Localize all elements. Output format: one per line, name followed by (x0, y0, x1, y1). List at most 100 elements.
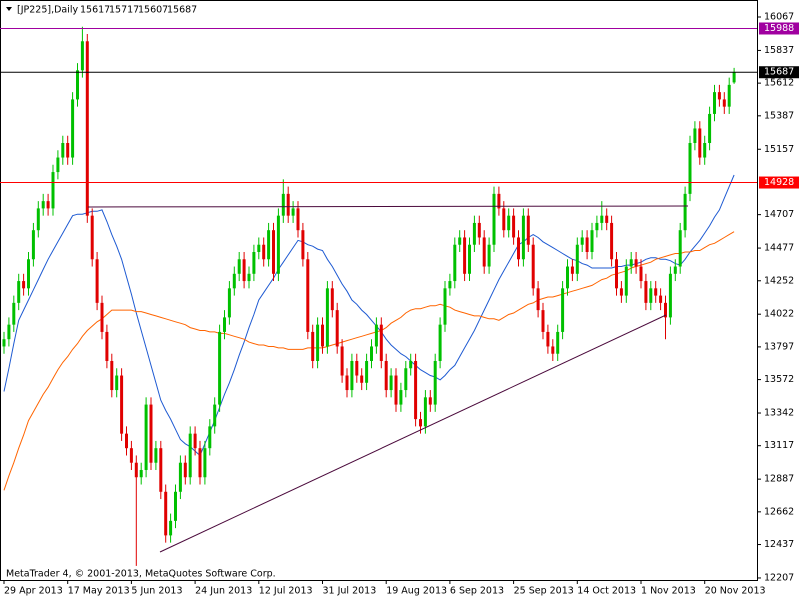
candle-body (276, 215, 280, 274)
moving-average (3, 231, 735, 491)
candle-body (717, 92, 721, 100)
candle-body (443, 288, 447, 325)
candle-body (272, 230, 275, 274)
plot-area (2, 26, 736, 566)
candle-body (227, 288, 231, 318)
candle-body (115, 375, 119, 391)
candle-body (688, 143, 692, 194)
candle-body (526, 215, 530, 245)
candle-body (154, 448, 158, 463)
candle-body (311, 331, 315, 361)
x-tick-label: 24 Jun 2013 (195, 586, 252, 597)
header-open: 15617 (80, 5, 110, 16)
candle-body (208, 426, 212, 449)
candle-body (673, 266, 677, 274)
symbol-label: [JP225],Daily (17, 5, 79, 16)
candle-body (281, 193, 285, 216)
candle-body (698, 128, 702, 158)
candle-body (639, 266, 643, 282)
candle-body (521, 215, 525, 260)
candle-body (615, 259, 618, 289)
candle-body (218, 331, 222, 405)
candle-body (325, 288, 329, 347)
candle-body (438, 324, 442, 361)
candle-body (105, 331, 109, 361)
candle-body (85, 41, 89, 216)
y-tick-label: 13797 (764, 341, 794, 352)
x-tick-label: 29 Apr 2013 (4, 586, 63, 597)
candle-body (125, 433, 128, 449)
candle-body (134, 462, 138, 478)
candle-body (12, 302, 16, 325)
candle-body (409, 360, 413, 369)
y-tick-label: 12437 (764, 539, 794, 550)
candle-body (703, 143, 707, 158)
y-tick-label: 13117 (764, 440, 794, 451)
candle-body (257, 244, 261, 252)
y-tick-label: 14477 (764, 243, 794, 254)
candle-body (31, 230, 35, 260)
candle-body (345, 375, 349, 391)
x-tick-label: 17 May 2013 (68, 586, 130, 597)
candle-body (129, 448, 133, 463)
candle-body (198, 448, 202, 478)
menu-arrow[interactable] (6, 7, 12, 11)
candle-body (668, 273, 672, 318)
candle-body (414, 360, 418, 420)
candle-body (51, 172, 55, 209)
candle-body (507, 215, 511, 231)
candle-body (683, 193, 687, 231)
y-tick-label: 14707 (764, 209, 794, 220)
x-tick-label: 14 Oct 2013 (577, 586, 636, 597)
candle-body (463, 237, 467, 274)
candle-body (139, 469, 143, 478)
header-high: 15717 (109, 5, 139, 16)
candle-body (335, 310, 339, 347)
candle-body (306, 259, 310, 332)
candle-body (624, 266, 628, 296)
candle-body (468, 244, 471, 274)
y-tick-label: 13342 (764, 408, 794, 419)
x-tick-label: 20 Nov 2013 (705, 586, 766, 597)
candle-body (183, 462, 187, 478)
candle-body (384, 360, 388, 391)
y-tick-label: 16067 (764, 12, 794, 23)
y-tick-label: 12662 (764, 506, 794, 517)
level-label: 15988 (764, 23, 794, 34)
candle-body (66, 143, 70, 158)
candle-body (350, 360, 354, 391)
candle-body (472, 222, 476, 245)
candle-body (487, 244, 491, 267)
candle-body (301, 230, 305, 260)
candle-body (365, 360, 369, 383)
candle-body (71, 99, 75, 158)
candle-body (600, 215, 604, 223)
candle-body (169, 520, 173, 536)
candle-body (100, 302, 104, 332)
candle-body (659, 295, 663, 303)
candle-body (585, 237, 589, 252)
y-tick-label: 15612 (764, 78, 794, 89)
candle-body (570, 266, 574, 274)
y-tick-label: 14252 (764, 275, 794, 286)
candle-body (713, 92, 716, 114)
candle-body (512, 215, 516, 238)
candle-body (556, 331, 560, 354)
candle-body (321, 324, 324, 347)
candle-body (237, 259, 241, 274)
y-tick-label: 12887 (764, 474, 794, 485)
candle-body (727, 84, 731, 107)
x-tick-label: 25 Sep 2013 (514, 586, 574, 597)
candle-body (252, 251, 256, 274)
candle-body (267, 230, 271, 260)
candle-body (36, 208, 40, 231)
candle-body (223, 317, 226, 332)
y-tick-label: 15387 (764, 110, 794, 121)
y-tick-label: 15837 (764, 45, 794, 56)
candle-body (649, 288, 653, 303)
candle-body (546, 331, 550, 347)
candle-body (90, 215, 94, 260)
